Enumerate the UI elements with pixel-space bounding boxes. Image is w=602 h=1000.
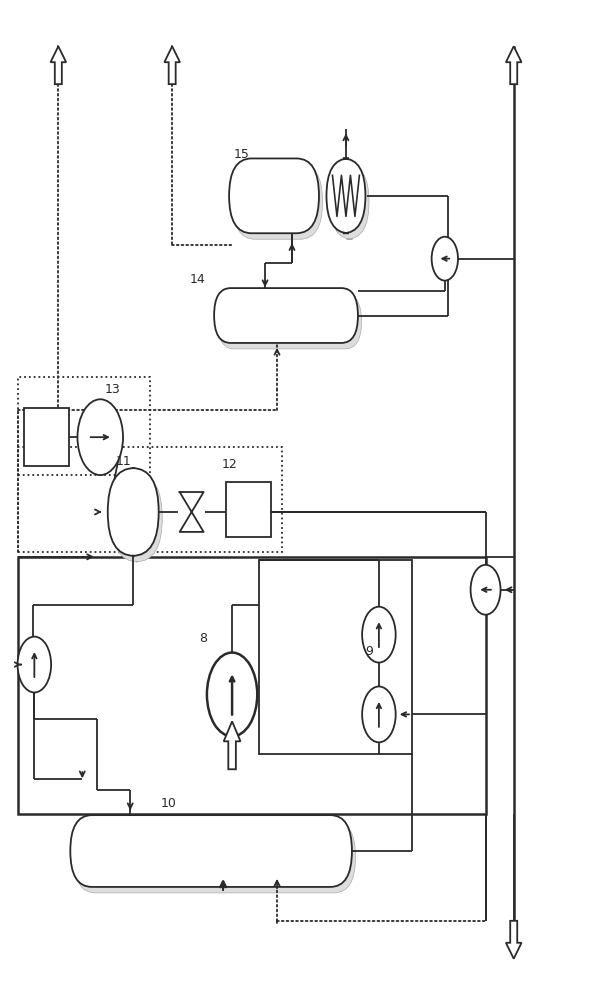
FancyBboxPatch shape [233, 164, 323, 239]
Text: 10: 10 [160, 797, 176, 810]
Circle shape [78, 399, 123, 475]
FancyBboxPatch shape [326, 158, 365, 233]
Polygon shape [506, 46, 521, 84]
FancyBboxPatch shape [218, 294, 362, 349]
Polygon shape [506, 921, 521, 959]
Circle shape [432, 237, 458, 281]
FancyBboxPatch shape [330, 164, 369, 239]
FancyBboxPatch shape [24, 408, 69, 466]
Text: 8: 8 [199, 632, 207, 645]
Text: 12: 12 [222, 458, 238, 471]
Circle shape [362, 607, 396, 663]
FancyBboxPatch shape [108, 468, 159, 556]
Circle shape [471, 565, 500, 615]
FancyBboxPatch shape [70, 815, 352, 887]
Text: 11: 11 [115, 455, 131, 468]
FancyBboxPatch shape [74, 821, 356, 893]
FancyBboxPatch shape [229, 158, 319, 233]
FancyBboxPatch shape [214, 288, 358, 343]
Text: 14: 14 [190, 273, 206, 286]
Circle shape [17, 637, 51, 692]
Text: 15: 15 [234, 148, 250, 161]
Text: 13: 13 [105, 383, 120, 396]
Circle shape [207, 653, 257, 736]
FancyBboxPatch shape [226, 482, 271, 537]
FancyBboxPatch shape [111, 474, 163, 562]
Text: 9: 9 [366, 645, 374, 658]
Polygon shape [164, 46, 180, 84]
Polygon shape [51, 46, 66, 84]
Circle shape [362, 686, 396, 742]
Polygon shape [224, 721, 240, 769]
